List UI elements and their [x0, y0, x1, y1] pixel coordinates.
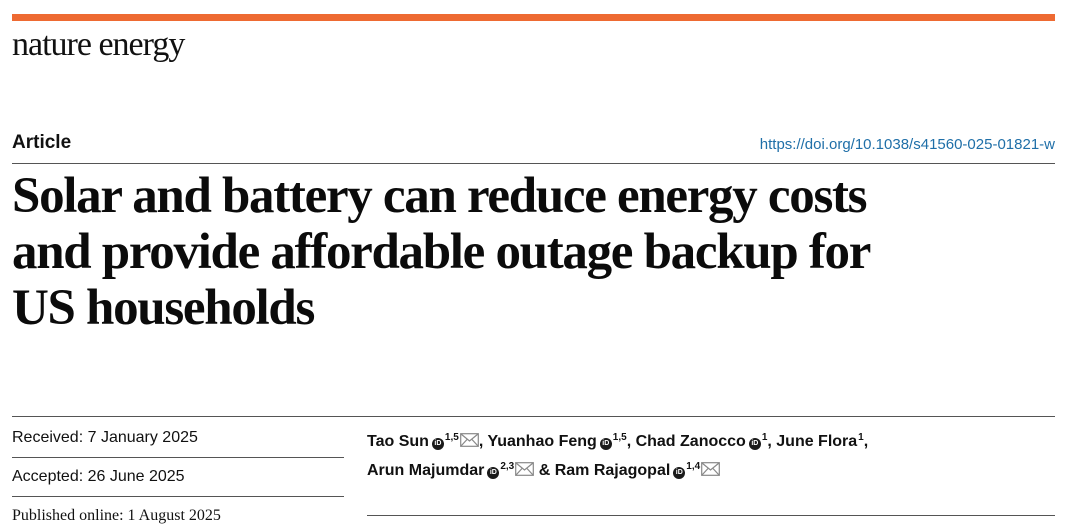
- meta-divider: [12, 416, 1055, 417]
- affiliation-number: 1: [761, 432, 768, 443]
- affiliation-number: 1: [858, 432, 864, 443]
- abstract-divider: [367, 515, 1055, 516]
- title-line: and provide affordable outage backup for: [12, 224, 871, 280]
- author-name-text: Yuanhao Feng: [487, 433, 597, 450]
- author-name-text: Ram Rajagopal: [554, 462, 671, 479]
- header-divider: [12, 163, 1055, 164]
- accepted-date: Accepted: 26 June 2025: [12, 468, 185, 485]
- date-divider: [12, 457, 344, 458]
- author-name-text: Chad Zanocco: [635, 433, 746, 450]
- doi-link[interactable]: https://doi.org/10.1038/s41560-025-01821…: [759, 136, 1055, 153]
- email-icon[interactable]: [701, 460, 721, 484]
- orcid-icon[interactable]: iD: [673, 467, 686, 479]
- orcid-icon[interactable]: iD: [748, 438, 761, 450]
- title-line: US households: [12, 280, 315, 336]
- author-name[interactable]: Yuanhao Feng iD1,5: [487, 432, 627, 450]
- affiliation-number: 1,5: [444, 432, 459, 443]
- author-name[interactable]: Arun Majumdar iD2,3: [367, 461, 535, 479]
- author-name-text: Tao Sun: [367, 433, 429, 450]
- article-title: Solar and battery can reduce energy cost…: [12, 168, 1052, 336]
- email-icon[interactable]: [515, 460, 535, 484]
- affiliation-number: 1,4: [686, 461, 701, 472]
- journal-name[interactable]: nature energy: [12, 26, 185, 63]
- author-name[interactable]: Chad Zanocco iD1: [635, 432, 768, 450]
- affiliation-number: 2,3: [500, 461, 515, 472]
- author-name[interactable]: Tao Sun iD1,5: [367, 432, 479, 450]
- affiliation-number: 1,5: [612, 432, 627, 443]
- author-list: Tao Sun iD1,5, Yuanhao Feng iD1,5, Chad Za…: [367, 426, 1057, 484]
- author-name[interactable]: June Flora1: [776, 432, 864, 450]
- received-date: Received: 7 January 2025: [12, 429, 198, 446]
- journal-accent-bar: [12, 14, 1055, 21]
- date-divider: [12, 496, 344, 497]
- orcid-icon[interactable]: iD: [599, 438, 612, 450]
- author-name[interactable]: Ram Rajagopal iD1,4: [554, 461, 721, 479]
- email-icon[interactable]: [459, 431, 479, 455]
- author-name-text: June Flora: [776, 433, 858, 450]
- orcid-icon[interactable]: iD: [431, 438, 444, 450]
- article-type-label: Article: [12, 132, 72, 153]
- orcid-icon[interactable]: iD: [487, 467, 500, 479]
- published-date: Published online: 1 August 2025: [12, 507, 221, 524]
- author-name-text: Arun Majumdar: [367, 462, 485, 479]
- title-line: Solar and battery can reduce energy cost…: [12, 168, 868, 224]
